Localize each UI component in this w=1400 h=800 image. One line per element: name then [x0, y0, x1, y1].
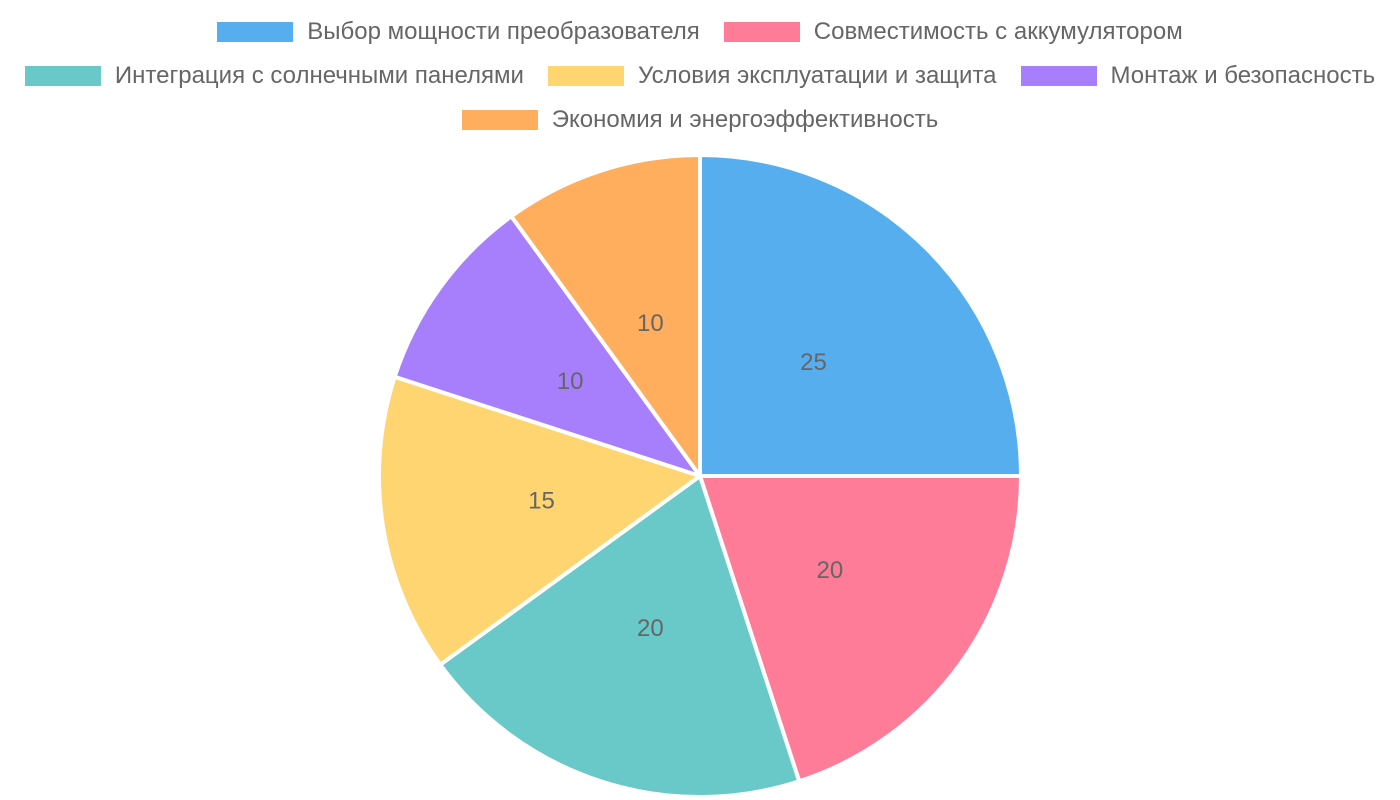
legend-swatch-icon — [217, 22, 294, 42]
legend-swatch-icon — [1020, 66, 1097, 86]
legend-item-power-selection[interactable]: Выбор мощности преобразователя — [217, 18, 700, 46]
legend-row-2: Интеграция с солнечными панелями Условия… — [0, 54, 1400, 98]
legend-swatch-icon — [461, 110, 538, 130]
pie-slice[interactable] — [392, 214, 702, 478]
legend-row-3: Экономия и энергоэффективность — [0, 98, 1400, 142]
pie-slice[interactable] — [509, 153, 702, 478]
legend-item-solar-integration[interactable]: Интеграция с солнечными панелями — [24, 62, 524, 90]
pie-slice[interactable] — [438, 474, 802, 799]
legend-label: Экономия и энергоэффективность — [551, 106, 939, 133]
legend-item-energy-efficiency[interactable]: Экономия и энергоэффективность — [461, 106, 939, 134]
pie-slice[interactable] — [698, 153, 1023, 478]
slice-value-label: 10 — [557, 368, 584, 395]
legend-row-1: Выбор мощности преобразователя Совместим… — [0, 10, 1400, 54]
pie-slice[interactable] — [698, 474, 1023, 784]
legend-swatch-icon — [547, 66, 624, 86]
slice-value-label: 25 — [800, 349, 827, 376]
legend-item-battery-compatibility[interactable]: Совместимость с аккумулятором — [723, 18, 1183, 46]
slice-value-label: 15 — [528, 488, 555, 515]
slice-value-label: 10 — [637, 310, 664, 337]
legend-label: Монтаж и безопасность — [1110, 62, 1376, 89]
legend-swatch-icon — [723, 22, 800, 42]
legend-swatch-icon — [24, 66, 101, 86]
legend-item-operating-conditions[interactable]: Условия эксплуатации и защита — [547, 62, 997, 90]
slice-value-label: 20 — [637, 615, 664, 642]
legend-label: Условия эксплуатации и защита — [637, 62, 997, 89]
pie-slice[interactable] — [377, 374, 702, 667]
legend-label: Выбор мощности преобразователя — [307, 18, 700, 45]
legend-label: Интеграция с солнечными панелями — [114, 62, 524, 89]
legend-label: Совместимость с аккумулятором — [813, 18, 1183, 45]
legend-item-installation-safety[interactable]: Монтаж и безопасность — [1020, 62, 1376, 90]
slice-value-label: 20 — [816, 557, 843, 584]
